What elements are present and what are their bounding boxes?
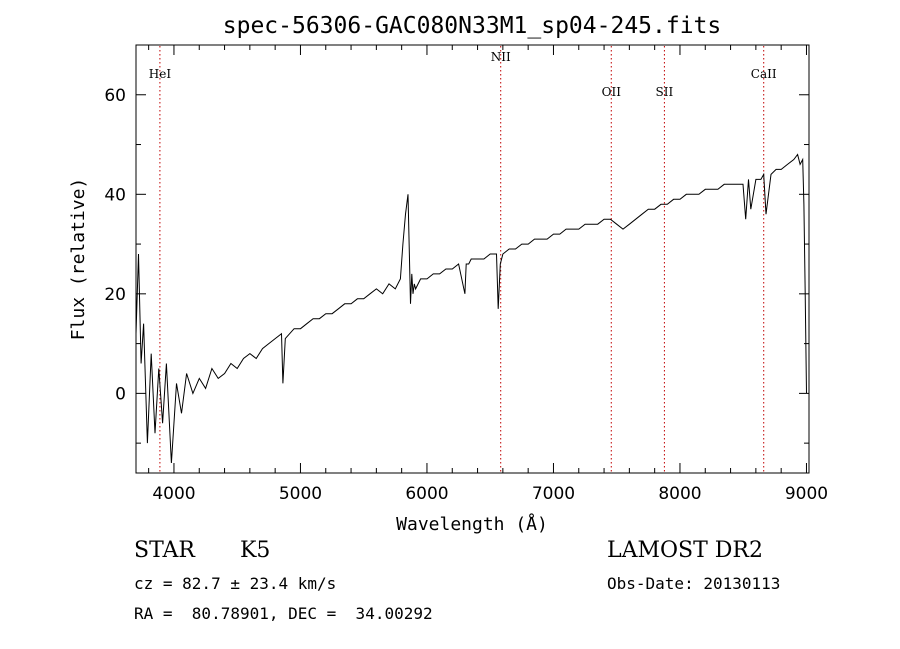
axis-ticks: 4000 5000 6000 7000 8000 9000 0 20 40 60 bbox=[104, 44, 828, 504]
spectrum-line bbox=[135, 153, 807, 464]
survey-name: LAMOST DR2 bbox=[607, 538, 763, 563]
coordinates: RA = 80.78901, DEC = 34.00292 bbox=[134, 604, 433, 623]
chart-title: spec-56306-GAC080N33M1_sp04-245.fits bbox=[223, 13, 722, 39]
x-tick-label: 9000 bbox=[785, 484, 828, 504]
spectral-lines: HeI NII OII SII CaII bbox=[149, 46, 777, 472]
object-class: STAR bbox=[134, 538, 195, 563]
x-axis-title: Wavelength (Å) bbox=[396, 513, 548, 535]
spectral-line-label: OII bbox=[602, 85, 622, 99]
x-tick-label: 4000 bbox=[152, 484, 195, 504]
x-tick-label: 7000 bbox=[532, 484, 575, 504]
redshift-value: cz = 82.7 ± 23.4 km/s bbox=[134, 574, 337, 593]
spectral-line-label: NII bbox=[491, 50, 511, 64]
y-tick-label: 40 bbox=[104, 185, 126, 205]
x-tick-label: 5000 bbox=[279, 484, 322, 504]
y-tick-label: 20 bbox=[104, 285, 126, 305]
y-tick-label: 0 bbox=[115, 384, 126, 404]
y-axis-title: Flux (relative) bbox=[68, 178, 89, 341]
plot-frame bbox=[135, 44, 810, 474]
x-tick-label: 8000 bbox=[658, 484, 701, 504]
object-subclass: K5 bbox=[240, 538, 271, 563]
spectral-line-label: CaII bbox=[751, 67, 777, 81]
x-tick-label: 6000 bbox=[405, 484, 448, 504]
y-tick-label: 60 bbox=[104, 86, 126, 106]
spectral-line-label: HeI bbox=[149, 67, 172, 81]
spectral-line-label: SII bbox=[656, 85, 674, 99]
observation-date: Obs-Date: 20130113 bbox=[607, 574, 781, 593]
